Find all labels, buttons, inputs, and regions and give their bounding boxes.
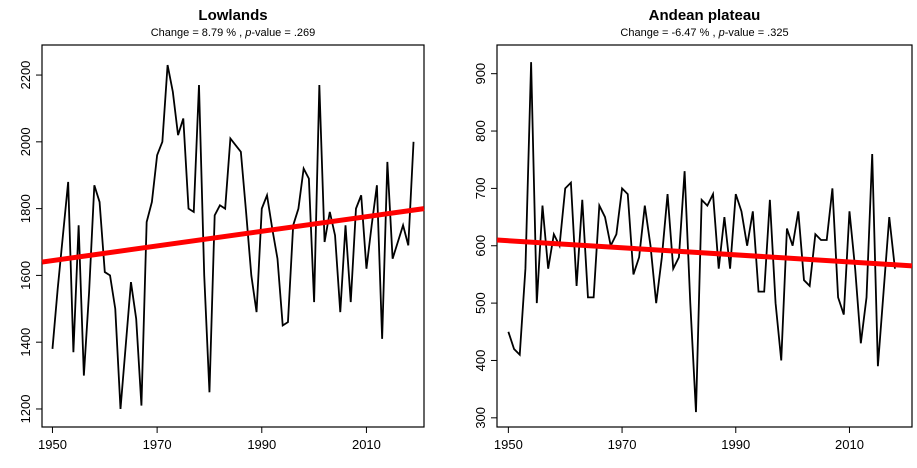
- data-line: [507, 62, 896, 413]
- x-tick-label: 1970: [608, 437, 637, 452]
- y-tick-label: 800: [473, 120, 488, 142]
- subtitle-part: p: [244, 27, 251, 39]
- x-tick-label: 1950: [38, 437, 67, 452]
- y-tick-label: 600: [473, 235, 488, 257]
- x-tick-label: 1990: [247, 437, 276, 452]
- y-tick-label: 1600: [18, 261, 33, 290]
- y-tick-label: 300: [473, 407, 488, 429]
- subtitle-part: Change = 8.79 % ,: [151, 27, 245, 39]
- x-tick-label: 2010: [835, 437, 864, 452]
- y-tick-label: 700: [473, 178, 488, 200]
- y-tick-label: 2000: [18, 127, 33, 156]
- subtitle-part: Change = -6.47 % ,: [620, 27, 718, 39]
- subtitle-part: -value = .269: [251, 27, 315, 39]
- chart-subtitle: Change = -6.47 % , p-value = .325: [620, 27, 788, 39]
- trend-line: [41, 206, 425, 265]
- y-tick-label: 500: [473, 292, 488, 314]
- y-tick-label: 400: [473, 350, 488, 372]
- y-tick-label: 2200: [18, 61, 33, 90]
- x-tick-label: 1970: [143, 437, 172, 452]
- x-tick-label: 1950: [494, 437, 523, 452]
- data-line: [51, 64, 415, 410]
- trend-line: [496, 237, 913, 269]
- chart-title: Lowlands: [198, 7, 267, 24]
- subtitle-part: p: [718, 27, 725, 39]
- subtitle-part: -value = .325: [725, 27, 789, 39]
- chart-subtitle: Change = 8.79 % , p-value = .269: [151, 27, 316, 39]
- y-tick-label: 1200: [18, 395, 33, 424]
- y-tick-label: 1800: [18, 194, 33, 223]
- y-tick-label: 1400: [18, 328, 33, 357]
- y-tick-label: 900: [473, 63, 488, 85]
- chart-title: Andean plateau: [649, 7, 761, 24]
- x-tick-label: 1990: [721, 437, 750, 452]
- plot-frame: [41, 44, 425, 428]
- plot-frame: [496, 44, 913, 428]
- x-tick-label: 2010: [352, 437, 381, 452]
